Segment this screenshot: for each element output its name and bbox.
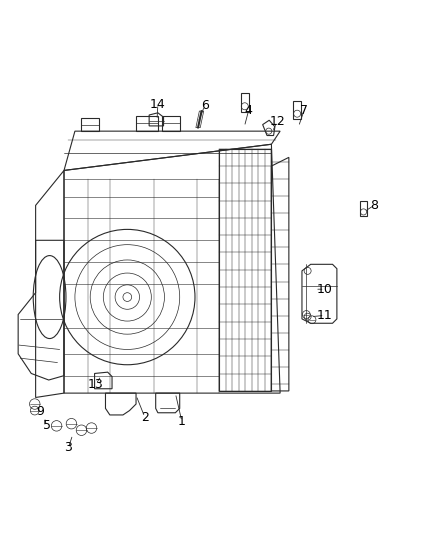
Text: 12: 12 [269,115,285,128]
Text: 2: 2 [141,410,149,424]
Text: 8: 8 [370,199,378,212]
Text: 3: 3 [64,441,72,454]
Text: 5: 5 [42,419,50,432]
Text: 6: 6 [201,99,208,112]
Text: 14: 14 [150,98,166,110]
Text: 7: 7 [300,104,308,117]
Text: 11: 11 [317,309,332,322]
Text: 13: 13 [88,378,104,391]
Text: 9: 9 [36,405,44,418]
Text: 10: 10 [317,282,332,296]
Text: 1: 1 [178,415,186,428]
Text: 4: 4 [245,104,253,117]
